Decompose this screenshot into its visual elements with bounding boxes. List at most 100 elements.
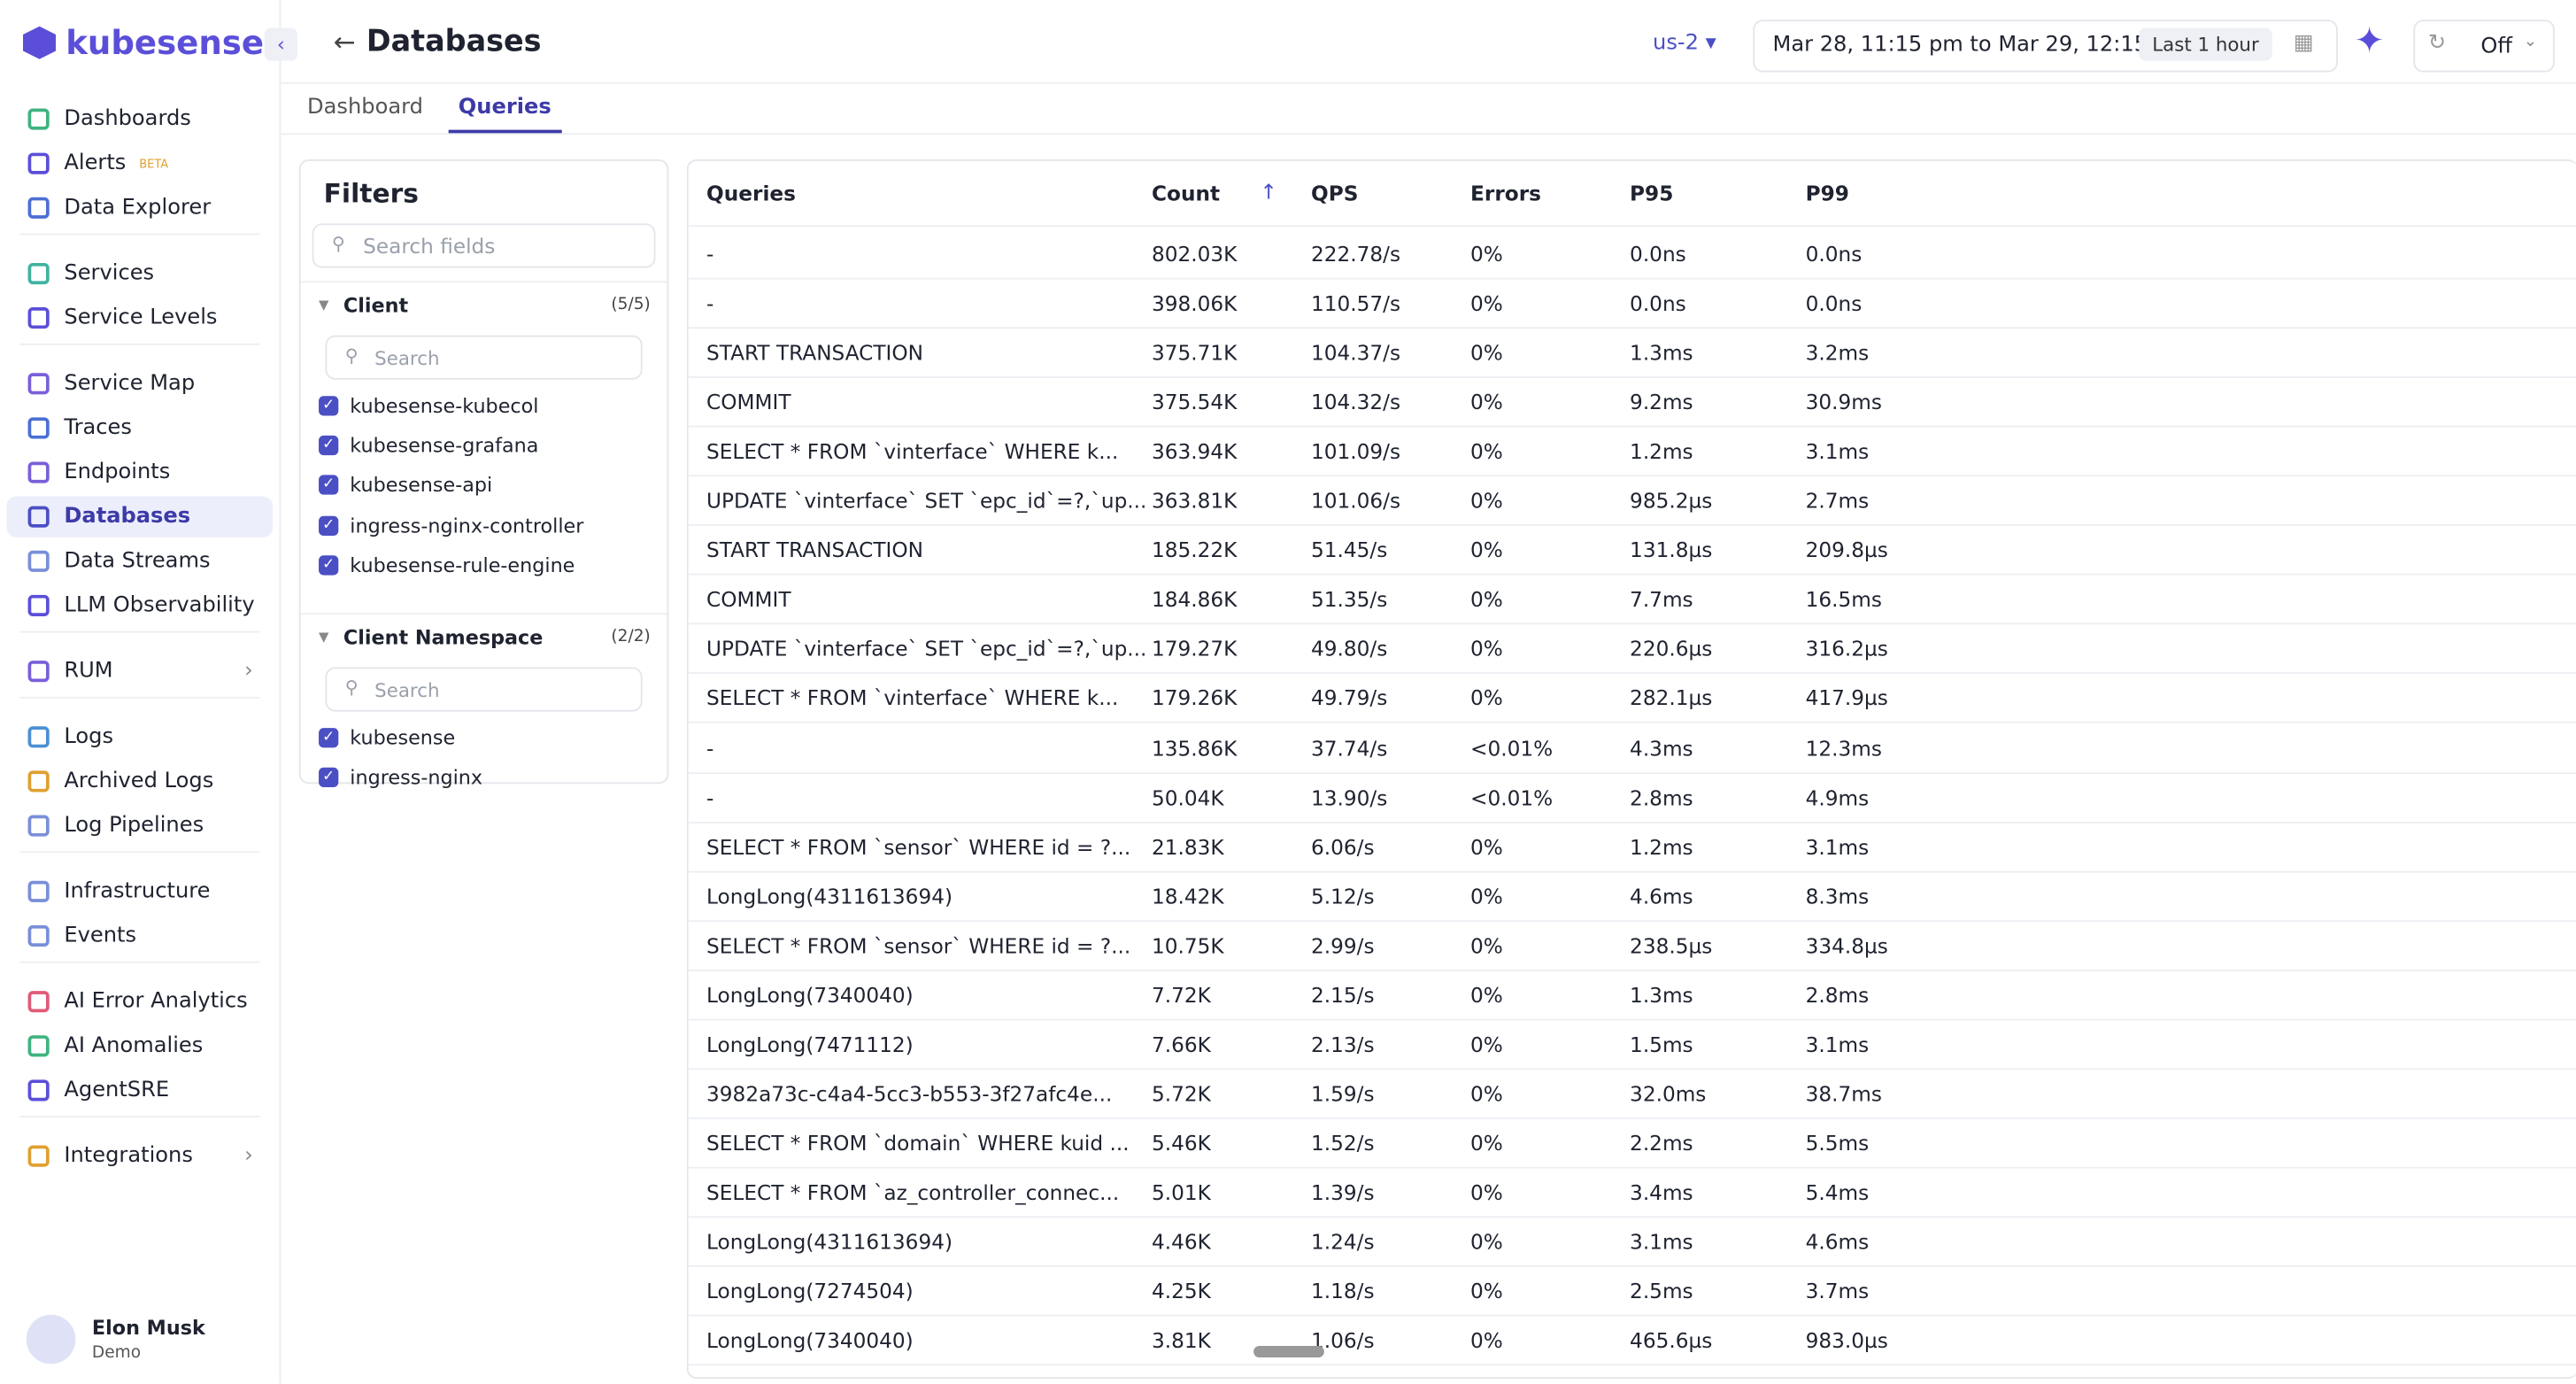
nav-item[interactable]: Service Map <box>6 363 273 404</box>
table-row[interactable]: SELECT * FROM `vinterface` WHERE k... 363… <box>688 426 2576 477</box>
table-row[interactable]: SELECT * FROM `sensor` WHERE id = ?... 10… <box>688 920 2576 971</box>
table-cell: 1.5ms <box>1630 1032 1693 1056</box>
table-cell: 9.2ms <box>1630 390 1693 414</box>
nav-item[interactable]: Integrations › <box>6 1135 273 1176</box>
time-picker[interactable]: Mar 28, 11:15 pm to Mar 29, 12:15 am Las… <box>1753 19 2338 73</box>
checkbox[interactable]: ✓ <box>319 436 339 456</box>
nav-item[interactable]: Services <box>6 253 273 294</box>
nav-item[interactable]: LLM Observability <box>6 585 273 626</box>
collapse-button[interactable]: ‹ <box>264 27 297 61</box>
region-select[interactable]: us-2 ▾ <box>1653 31 1716 57</box>
table-cell: 2.2ms <box>1630 1130 1693 1156</box>
column-header[interactable]: Count <box>1151 181 1221 205</box>
table-row[interactable]: LongLong(7471112) 7.66K 2.13/s 0% 1.5ms 3.1ms <box>688 1018 2576 1070</box>
nav-label: Service Map <box>64 371 196 397</box>
table-row[interactable]: - 50.04K 13.90/s <0.01% 2.8ms 4.9ms <box>688 771 2576 823</box>
refresh-control[interactable]: ↻ Off ⌄ <box>2413 19 2555 73</box>
nav-item[interactable]: Service Levels <box>6 298 273 338</box>
column-header[interactable]: Errors <box>1470 181 1541 205</box>
checkbox[interactable]: ✓ <box>319 514 339 536</box>
tab[interactable]: Queries <box>448 96 561 134</box>
nav-item[interactable]: Alerts BETA <box>6 143 273 183</box>
table-cell: 0% <box>1470 1229 1503 1255</box>
nav-item[interactable]: Logs <box>6 716 273 757</box>
table-row[interactable]: 3982a73c-c4a4-5cc3-b553-3f27afc4e... 5.72… <box>688 1068 2576 1119</box>
checkbox[interactable]: ✓ <box>319 768 339 788</box>
nav-item[interactable]: AI Error Analytics <box>6 981 273 1022</box>
table-cell: 184.86K <box>1151 587 1238 613</box>
option-label: kubesense-api <box>350 474 493 498</box>
nav-item[interactable]: Traces <box>6 407 273 448</box>
user[interactable]: Elon Musk Demo <box>26 1314 205 1365</box>
nav-separator <box>19 851 260 854</box>
nav-item[interactable]: Dashboards <box>6 98 273 139</box>
nav-icon <box>27 726 50 748</box>
column-header[interactable]: P99 <box>1805 181 1849 205</box>
table-row[interactable]: UPDATE `vinterface` SET `epc_id`=?,`up..… <box>688 623 2576 675</box>
tab[interactable]: Dashboard <box>307 95 423 120</box>
table-cell: 1.2ms <box>1630 834 1693 859</box>
table-row[interactable]: COMMIT 184.86K 51.35/s 0% 7.7ms 16.5ms <box>688 574 2576 625</box>
nav-item[interactable]: Archived Logs <box>6 761 273 801</box>
table-cell: 0% <box>1470 1080 1503 1106</box>
checkbox[interactable]: ✓ <box>319 554 339 576</box>
nav-item[interactable]: AgentSRE <box>6 1070 273 1110</box>
table-row[interactable]: LongLong(7340040) 7.72K 2.15/s 0% 1.3ms 2.8ms <box>688 970 2576 1021</box>
table-row[interactable]: LongLong(7340040) 3.81K 1.06/s 0% 465.6µs 983… <box>688 1315 2576 1366</box>
table-cell: 7.7ms <box>1630 587 1693 613</box>
option-label: kubesense-kubecol <box>350 394 539 418</box>
table-cell: 363.94K <box>1151 438 1238 464</box>
table-row[interactable]: COMMIT 375.54K 104.32/s 0% 9.2ms 30.9ms <box>688 376 2576 428</box>
group-search[interactable]: ⚲ Search <box>325 335 643 380</box>
column-header[interactable]: Queries <box>706 181 796 205</box>
table-row[interactable]: - 398.06K 110.57/s 0% 0.0ns 0.0ns <box>688 278 2576 329</box>
back-button[interactable]: ← <box>333 26 356 58</box>
nav-item[interactable]: Data Streams <box>6 541 273 582</box>
nav-item[interactable]: Events <box>6 916 273 956</box>
table-cell: 0% <box>1470 488 1503 514</box>
time-preset[interactable]: Last 1 hour <box>2139 27 2272 61</box>
group-toggle[interactable]: ▼ <box>319 629 329 645</box>
table-row[interactable]: SELECT * FROM `vinterface` WHERE k... 179… <box>688 673 2576 724</box>
table-row[interactable]: LongLong(4311613694) 18.42K 5.12/s 0% 4.6ms 8… <box>688 870 2576 922</box>
table-cell: 4.25K <box>1151 1278 1211 1303</box>
table-cell: 4.6ms <box>1805 1229 1870 1255</box>
nav-item[interactable]: Data Explorer <box>6 188 273 228</box>
group-search[interactable]: ⚲ Search <box>325 667 643 712</box>
table-row[interactable]: - 135.86K 37.74/s <0.01% 4.3ms 12.3ms <box>688 723 2576 774</box>
checkbox[interactable]: ✓ <box>319 728 339 748</box>
field-search[interactable]: ⚲ Search fields <box>312 223 656 268</box>
nav-icon <box>27 262 50 285</box>
table-row[interactable]: START TRANSACTION 185.22K 51.45/s 0% 131.8µs… <box>688 525 2576 576</box>
nav-icon <box>27 461 50 483</box>
table-row[interactable]: SELECT * FROM `sensor` WHERE id = ?... 21… <box>688 821 2576 872</box>
ai-button[interactable]: ✦ <box>2354 21 2385 63</box>
nav-item[interactable]: Databases <box>6 496 274 537</box>
table-cell: 3982a73c-c4a4-5cc3-b553-3f27afc4e... <box>706 1080 1113 1106</box>
nav-label: Data Explorer <box>64 195 212 220</box>
table-row[interactable]: LongLong(4311613694) 4.46K 1.24/s 0% 3.1ms 4.… <box>688 1216 2576 1267</box>
table-row[interactable]: LongLong(7274504) 4.25K 1.18/s 0% 2.5ms 3.7ms <box>688 1265 2576 1317</box>
nav-item[interactable]: RUM › <box>6 651 273 692</box>
column-header[interactable]: QPS <box>1311 181 1359 205</box>
table-row[interactable]: UPDATE `vinterface` SET `epc_id`=?,`up..… <box>688 476 2576 527</box>
table-row[interactable]: - 802.03K 222.78/s 0% 0.0ns 0.0ns <box>688 228 2576 280</box>
table-cell: 2.8ms <box>1805 982 1870 1008</box>
brand[interactable]: kubesense <box>22 23 264 63</box>
nav-item[interactable]: Log Pipelines <box>6 805 273 846</box>
checkbox[interactable]: ✓ <box>319 396 339 416</box>
table-cell: START TRANSACTION <box>706 340 924 366</box>
checkbox[interactable]: ✓ <box>319 476 339 496</box>
nav-item[interactable]: Endpoints <box>6 452 273 492</box>
table-row[interactable]: SELECT * FROM `domain` WHERE kuid ... 5.4… <box>688 1117 2576 1169</box>
nav-item[interactable]: Infrastructure <box>6 871 273 912</box>
table-row[interactable]: SELECT * FROM `az_controller_connec... 5.… <box>688 1167 2576 1218</box>
table-row[interactable]: START TRANSACTION 375.71K 104.37/s 0% 1.3ms 3… <box>688 327 2576 379</box>
table-cell: 30.9ms <box>1805 390 1882 414</box>
nav-icon <box>27 417 50 439</box>
nav-item[interactable]: AI Anomalies <box>6 1025 273 1066</box>
scrollbar[interactable] <box>1253 1345 1324 1357</box>
nav-icon <box>27 307 50 329</box>
column-header[interactable]: P95 <box>1630 181 1674 205</box>
group-toggle[interactable]: ▼ <box>319 297 329 313</box>
